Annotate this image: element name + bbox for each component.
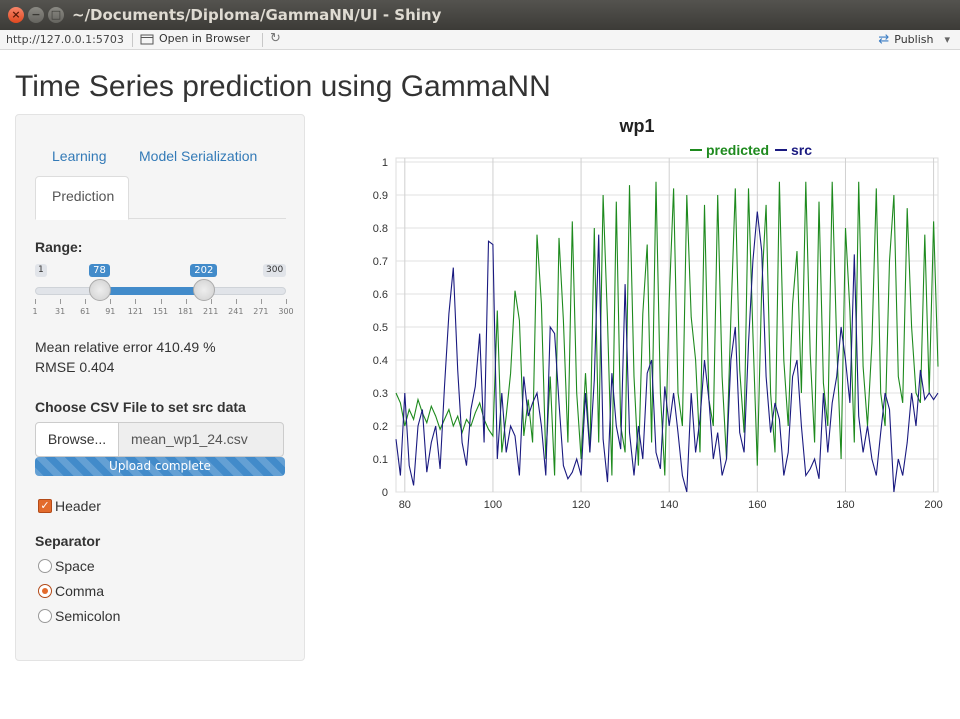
window-close-button[interactable]: × <box>8 7 24 23</box>
window-titlebar: × − □ ~/Documents/Diploma/GammaNN/UI - S… <box>0 0 960 30</box>
tab-prediction[interactable]: Prediction <box>35 176 129 220</box>
x-tick-label: 180 <box>836 499 854 511</box>
slider-tick <box>35 299 36 304</box>
publish-button[interactable]: ⇄ Publish ▾ <box>878 32 950 47</box>
slider-grid-label: 61 <box>80 307 91 316</box>
separator-option-label: Comma <box>55 583 105 599</box>
y-tick-label: 0.6 <box>373 289 388 301</box>
slider-grid-label: 91 <box>105 307 116 316</box>
slider-tick <box>235 299 237 304</box>
slider-tick <box>110 299 112 304</box>
upload-progress-bar: Upload complete <box>35 457 285 476</box>
series-line-src <box>395 211 939 493</box>
slider-ticks <box>35 299 287 307</box>
slider-tick <box>60 299 62 304</box>
y-tick-label: 0.4 <box>373 355 388 367</box>
chart-title: wp1 <box>619 116 655 136</box>
slider-tick <box>260 299 262 304</box>
separator-radio-comma[interactable] <box>38 584 52 598</box>
refresh-icon[interactable]: ↻ <box>270 31 281 46</box>
range-to-badge: 202 <box>190 264 218 277</box>
y-tick-label: 0.3 <box>373 388 388 400</box>
slider-tick <box>85 299 87 304</box>
header-checkbox[interactable]: ✓ <box>38 499 52 513</box>
header-checkbox-label: Header <box>55 498 101 514</box>
range-from-badge: 78 <box>89 264 110 277</box>
toolbar-divider <box>132 33 133 47</box>
y-tick-label: 0.1 <box>373 454 388 466</box>
separator-option-label: Space <box>55 558 95 574</box>
slider-handle-from[interactable] <box>88 279 111 301</box>
x-tick-label: 80 <box>399 499 411 511</box>
y-tick-label: 0.2 <box>373 421 388 433</box>
slider-grid-label: 31 <box>55 307 66 316</box>
series-line-predicted <box>395 181 939 476</box>
x-tick-label: 100 <box>484 499 502 511</box>
tab-learning[interactable]: Learning <box>52 148 107 164</box>
browse-button[interactable]: Browse... <box>35 422 119 457</box>
y-tick-label: 0.7 <box>373 256 388 268</box>
open-in-browser-label: Open in Browser <box>159 32 250 45</box>
page-title: Time Series prediction using GammaNN <box>15 70 551 103</box>
slider-selected-bar <box>99 287 204 295</box>
slider-grid-label: 211 <box>203 307 219 316</box>
open-in-browser-button[interactable]: Open in Browser <box>140 32 250 45</box>
toolbar-divider <box>262 33 263 47</box>
y-tick-label: 0.8 <box>373 223 388 235</box>
x-tick-label: 120 <box>572 499 590 511</box>
x-tick-label: 140 <box>660 499 678 511</box>
y-tick-label: 0.9 <box>373 190 388 202</box>
slider-grid-label: 271 <box>253 307 269 316</box>
chevron-down-icon: ▾ <box>944 33 950 46</box>
slider-grid-label: 1 <box>32 307 38 316</box>
range-label: Range: <box>35 239 83 255</box>
slider-tick <box>286 299 287 304</box>
slider-grid-label: 151 <box>152 307 169 316</box>
separator-label: Separator <box>35 533 101 549</box>
x-tick-label: 200 <box>924 499 942 511</box>
y-tick-label: 0 <box>382 487 388 499</box>
slider-handle-to[interactable] <box>192 279 215 301</box>
browser-window-icon <box>140 34 154 44</box>
legend-label-src: src <box>791 142 812 158</box>
file-input-label: Choose CSV File to set src data <box>35 399 246 415</box>
mean-relative-error-text: Mean relative error 410.49 % <box>35 339 216 355</box>
sidebar-panel: Learning Model Serialization Prediction … <box>15 114 305 661</box>
legend-label-predicted: predicted <box>706 142 769 158</box>
y-tick-label: 1 <box>382 157 388 169</box>
window-minimize-button[interactable]: − <box>28 7 44 23</box>
slider-grid-label: 241 <box>228 307 244 316</box>
viewer-toolbar: http://127.0.0.1:5703 Open in Browser ↻ … <box>0 30 960 50</box>
publish-label: Publish <box>894 33 934 46</box>
slider-grid-label: 181 <box>177 307 194 316</box>
range-max-badge: 300 <box>263 264 287 277</box>
url-text[interactable]: http://127.0.0.1:5703 <box>6 33 124 46</box>
window-maximize-button[interactable]: □ <box>48 7 64 23</box>
file-name-field[interactable]: mean_wp1_24.csv <box>118 422 284 457</box>
slider-tick <box>160 299 162 304</box>
slider-tick <box>135 299 137 304</box>
rmse-text: RMSE 0.404 <box>35 359 115 375</box>
separator-radio-semicolon[interactable] <box>38 609 52 623</box>
y-tick-label: 0.5 <box>373 322 388 334</box>
publish-icon: ⇄ <box>878 32 890 47</box>
slider-grid-label: 121 <box>127 307 144 316</box>
slider-grid-label: 300 <box>278 307 294 316</box>
range-slider[interactable]: 1 300 78 202 1 31 61 91 121 151 181 211 241 271 30… <box>32 263 294 319</box>
slider-tick <box>185 299 187 304</box>
window-title: ~/Documents/Diploma/GammaNN/UI - Shiny <box>72 6 442 24</box>
tab-bar: Learning Model Serialization Prediction <box>35 143 286 220</box>
x-tick-label: 160 <box>748 499 766 511</box>
file-input: Browse... mean_wp1_24.csv <box>35 422 285 457</box>
separator-radio-space[interactable] <box>38 559 52 573</box>
tab-model-serialization[interactable]: Model Serialization <box>139 148 258 164</box>
range-min-badge: 1 <box>35 264 47 277</box>
slider-tick <box>210 299 212 304</box>
separator-option-label: Semicolon <box>55 608 121 624</box>
